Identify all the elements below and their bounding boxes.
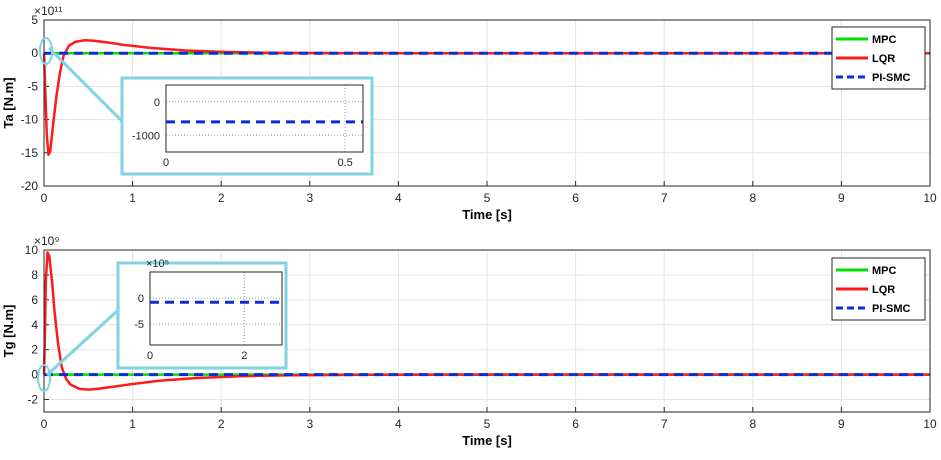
x-tick-label: 7 <box>661 191 668 205</box>
x-tick-label: 5 <box>484 191 491 205</box>
y-tick-label: -5 <box>27 79 38 93</box>
inset-y-tick-label: -1000 <box>132 130 160 142</box>
zoom-inset: 0 -5 0 2 ×10⁵ <box>116 258 288 370</box>
y-exponent-label: ×10⁹ <box>34 234 60 248</box>
x-tick-label: 4 <box>395 191 402 205</box>
legend-label-mpc: MPC <box>872 34 897 46</box>
inset-border <box>116 261 288 370</box>
x-tick-label: 10 <box>923 191 937 205</box>
inset-x-tick-label: 0 <box>163 157 169 169</box>
y-tick-label: 2 <box>31 343 38 357</box>
legend-label-lqr: LQR <box>872 284 895 296</box>
zoom-connector <box>45 309 120 377</box>
inset-x-tick-label: 2 <box>241 350 247 362</box>
inset-border <box>120 76 374 176</box>
plot-frame <box>43 19 931 187</box>
inset-exponent-label: ×10⁵ <box>146 258 169 270</box>
y-axis-label: Ta [N.m] <box>1 77 16 128</box>
x-tick-label: 6 <box>572 191 579 205</box>
x-tick-label: 5 <box>484 417 491 431</box>
x-tick-label: 0 <box>41 417 48 431</box>
x-tick-label: 3 <box>306 191 313 205</box>
x-tick-label: 4 <box>395 417 402 431</box>
inset-x-tick-label: 0.5 <box>337 157 352 169</box>
y-tick-label: 0 <box>31 368 38 382</box>
legend-label-lqr: LQR <box>872 53 895 65</box>
x-tick-label: 1 <box>129 417 136 431</box>
legend-label-pi-smc: PI-SMC <box>872 72 911 84</box>
inset-frame <box>165 84 364 153</box>
zoom-ellipse <box>37 364 51 392</box>
x-tick-label: 3 <box>306 417 313 431</box>
x-axis-label: Time [s] <box>462 433 512 448</box>
plot-frame <box>43 249 931 413</box>
inset-x-tick-label: 0 <box>147 350 153 362</box>
zoom-connector <box>47 46 124 123</box>
y-tick-label: -2 <box>27 393 38 407</box>
inset-y-tick-label: 0 <box>154 97 160 109</box>
y-tick-label: 4 <box>31 318 38 332</box>
x-tick-label: 6 <box>572 417 579 431</box>
y-tick-label: -10 <box>21 113 39 127</box>
inset-y-tick-label: 0 <box>138 293 144 305</box>
legend: MPC LQR PI-SMC <box>831 26 926 90</box>
chart-panel-1: 0 1 2 3 4 5 6 7 8 9 10 5 0 -5 -10 -15 -20 ×10¹¹ Time [s] Ta… <box>1 4 937 222</box>
y-tick-label: 8 <box>31 268 38 282</box>
y-tick-label: -15 <box>21 146 39 160</box>
x-tick-label: 9 <box>838 191 845 205</box>
x-tick-label: 2 <box>218 417 225 431</box>
x-axis-label: Time [s] <box>462 207 512 222</box>
y-tick-label: 0 <box>31 46 38 60</box>
y-tick-label: 10 <box>25 243 39 257</box>
x-tick-label: 1 <box>129 191 136 205</box>
x-tick-label: 2 <box>218 191 225 205</box>
x-tick-label: 0 <box>41 191 48 205</box>
zoom-inset: 0 -1000 0 0.5 <box>120 76 374 176</box>
legend: MPC LQR PI-SMC <box>831 257 926 321</box>
x-tick-label: 10 <box>923 417 937 431</box>
legend-label-pi-smc: PI-SMC <box>872 303 911 315</box>
inset-frame <box>149 271 283 346</box>
y-tick-label: 5 <box>31 13 38 27</box>
x-tick-label: 9 <box>838 417 845 431</box>
y-exponent-label: ×10¹¹ <box>34 4 62 18</box>
y-axis-label: Tg [N.m] <box>1 305 16 358</box>
inset-y-tick-label: -5 <box>134 319 144 331</box>
legend-label-mpc: MPC <box>872 265 897 277</box>
y-tick-label: -20 <box>21 179 39 193</box>
x-tick-label: 8 <box>749 417 756 431</box>
x-tick-label: 7 <box>661 417 668 431</box>
x-tick-label: 8 <box>749 191 756 205</box>
y-tick-label: 6 <box>31 293 38 307</box>
